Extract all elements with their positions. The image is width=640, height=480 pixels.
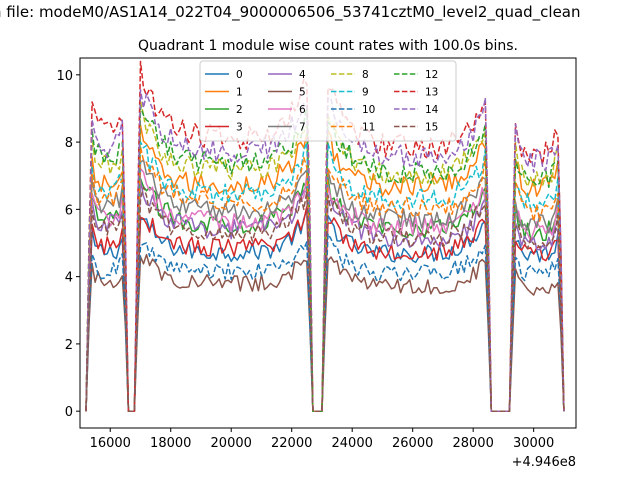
legend-label-13: 13	[425, 87, 438, 99]
x-tick-label-26000: 26000	[392, 436, 433, 451]
series-line-5	[85, 253, 565, 412]
series-layer	[85, 60, 565, 412]
legend-label-0: 0	[236, 69, 243, 81]
legend-label-8: 8	[362, 69, 369, 81]
figure-suptitle: n file: modeM0/AS1A14_022T04_9000006506_…	[0, 3, 581, 22]
series-line-11	[85, 146, 565, 412]
plot-frame	[79, 57, 577, 429]
legend-label-4: 4	[299, 69, 306, 81]
legend-label-5: 5	[299, 87, 306, 99]
series-line-14	[85, 89, 565, 412]
legend-label-11: 11	[362, 122, 375, 134]
legend-label-1: 1	[236, 87, 243, 99]
chart-title: Quadrant 1 module wise count rates with …	[138, 38, 518, 54]
y-tick-label-0: 0	[65, 405, 73, 420]
legend-label-15: 15	[425, 122, 438, 134]
legend-label-2: 2	[236, 104, 243, 116]
x-tick-label-22000: 22000	[271, 436, 312, 451]
legend-box	[199, 60, 457, 142]
legend-label-6: 6	[299, 104, 306, 116]
axes-layer: 16000 18000 20000 22000 24000 26000 28000 30000…	[56, 69, 554, 451]
series-line-15	[85, 186, 565, 412]
x-tick-label-18000: 18000	[150, 436, 191, 451]
x-tick-label-24000: 24000	[332, 436, 373, 451]
x-tick-label-16000: 16000	[90, 436, 131, 451]
x-tick-label-20000: 20000	[211, 436, 252, 451]
y-tick-label-6: 6	[65, 203, 73, 218]
x-tick-label-28000: 28000	[452, 436, 493, 451]
x-offset-label: +4.946e8	[512, 455, 576, 470]
legend-label-3: 3	[236, 122, 243, 134]
legend-label-9: 9	[362, 87, 369, 99]
x-tick-label-30000: 30000	[513, 436, 554, 451]
y-tick-label-4: 4	[65, 271, 73, 286]
y-tick-label-2: 2	[65, 338, 73, 353]
legend-label-10: 10	[362, 104, 375, 116]
legend-label-12: 12	[425, 69, 438, 81]
legend-label-14: 14	[425, 104, 439, 116]
y-tick-label-10: 10	[56, 69, 73, 84]
series-line-8	[85, 100, 565, 412]
y-tick-label-8: 8	[65, 136, 73, 151]
legend-label-7: 7	[299, 122, 306, 134]
